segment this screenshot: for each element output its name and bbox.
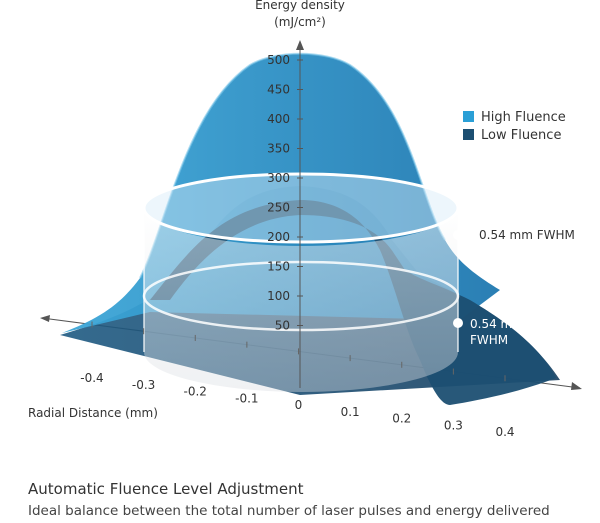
x-tick-label: -0.3: [132, 378, 155, 392]
y-tick-label: 200: [267, 230, 290, 244]
legend-swatch-high: [463, 111, 474, 122]
y-axis-label-line1: Energy density: [255, 0, 345, 12]
fwhm-label-low-line1: 0.54 mm: [470, 317, 524, 331]
y-tick-label: 300: [267, 171, 290, 185]
y-tick-label: 50: [275, 319, 290, 333]
cylinder-body: [144, 206, 458, 392]
x-axis-arrow-right: [571, 382, 582, 390]
x-tick-label: 0.3: [444, 418, 463, 432]
fwhm-marker-low: [453, 318, 463, 328]
y-axis-arrow: [296, 40, 304, 50]
y-axis-label-line2: (mJ/cm²): [274, 15, 326, 29]
x-tick-label: 0: [295, 398, 303, 412]
x-tick-label: -0.2: [184, 385, 207, 399]
x-tick-label: -0.4: [80, 371, 103, 385]
fwhm-marker-high: [453, 230, 463, 240]
x-tick-label: 0.2: [392, 412, 411, 426]
y-tick-label: 100: [267, 289, 290, 303]
y-tick-label: 500: [267, 53, 290, 67]
legend-label-high: High Fluence: [481, 110, 566, 125]
high-fluence-rim: [139, 52, 446, 279]
y-tick-label: 350: [267, 142, 290, 156]
x-axis-label: Radial Distance (mm): [28, 406, 158, 420]
caption-subtitle: Ideal balance between the total number o…: [28, 503, 550, 519]
x-tick-label: -0.1: [235, 391, 258, 405]
y-tick-label: 400: [267, 112, 290, 126]
x-tick-label: 0.4: [495, 425, 514, 439]
legend-swatch-low: [463, 129, 474, 140]
y-tick-label: 250: [267, 201, 290, 215]
legend-label-low: Low Fluence: [481, 128, 561, 143]
caption-title: Automatic Fluence Level Adjustment: [28, 480, 304, 498]
fwhm-label-low-line2: FWHM: [470, 333, 508, 347]
y-tick-label: 150: [267, 260, 290, 274]
y-tick-label: 450: [267, 83, 290, 97]
y-ticks: 500 450 400 350 300 250 200 150 100 50: [267, 53, 303, 333]
x-ticks: -0.4 -0.3 -0.2 -0.1 0 0.1 0.2 0.3 0.4: [80, 321, 515, 439]
x-axis-arrow-left: [40, 315, 50, 322]
legend: High Fluence Low Fluence: [463, 110, 566, 143]
x-tick-label: 0.1: [341, 405, 360, 419]
fwhm-label-high: 0.54 mm FWHM: [479, 228, 575, 242]
